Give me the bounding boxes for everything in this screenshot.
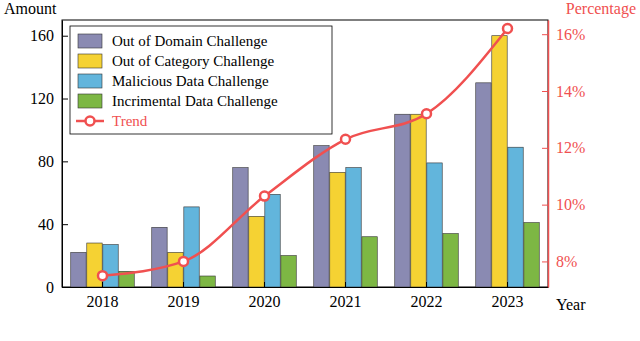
bar (233, 168, 248, 287)
tick: 2021 (330, 282, 362, 310)
bar (362, 237, 377, 287)
bar (330, 172, 345, 287)
tick: 2023 (492, 282, 524, 310)
bar (492, 36, 507, 287)
tick-label: 160 (30, 27, 54, 44)
bar (411, 114, 426, 287)
tick-mark (62, 99, 68, 100)
tick-mark (183, 282, 184, 287)
chart: 2018 2019 2020 2021 2022 2023 0 40 80 120 160 8% 10%… (0, 0, 640, 341)
trend-marker (179, 257, 188, 266)
bar (427, 163, 442, 287)
legend-box (70, 26, 332, 134)
tick-label: 40 (38, 216, 54, 233)
tick-label: 2020 (249, 293, 281, 310)
tick-label: 16% (556, 26, 585, 43)
tick-label: 14% (556, 83, 585, 100)
tick-mark (62, 287, 68, 288)
y2-axis-title: Percentage (566, 0, 636, 18)
trend-marker (260, 192, 269, 201)
bar (71, 252, 86, 287)
legend-label: Incrimental Data Challenge (112, 93, 278, 109)
bar (508, 147, 523, 287)
y-axis-title: Amount (4, 0, 57, 17)
axis-line (62, 21, 63, 288)
bar (524, 223, 539, 287)
tick-label: 10% (556, 196, 585, 213)
tick-label: 2023 (492, 293, 524, 310)
tick-mark (507, 282, 508, 287)
tick-mark (264, 282, 265, 287)
bar (184, 207, 199, 287)
tick: 2022 (411, 282, 443, 310)
tick-mark (102, 282, 103, 287)
tick: 2018 (87, 282, 119, 310)
legend-swatch (78, 34, 102, 48)
tick: 12% (542, 139, 585, 156)
bar (265, 194, 280, 287)
tick-mark (542, 205, 548, 206)
tick: 10% (542, 196, 585, 213)
x-axis-title: Year (556, 296, 586, 313)
bar (200, 276, 215, 287)
tick-label: 2022 (411, 293, 443, 310)
tick-label: 0 (46, 279, 54, 296)
tick-mark (62, 36, 68, 37)
bar (395, 114, 410, 287)
tick: 160 (30, 27, 68, 44)
legend-swatch (78, 94, 102, 108)
tick-mark (542, 34, 548, 35)
legend-label: Trend (112, 113, 148, 129)
trend-marker (98, 271, 107, 280)
tick-mark (62, 161, 68, 162)
tick-mark (542, 261, 548, 262)
bar (152, 227, 167, 287)
tick-mark (542, 91, 548, 92)
tick: 80 (38, 153, 68, 170)
tick: 14% (542, 83, 585, 100)
bar (281, 256, 296, 287)
tick-label: 2021 (330, 293, 362, 310)
tick-label: 2018 (87, 293, 119, 310)
tick: 8% (542, 253, 577, 270)
tick: 16% (542, 26, 585, 43)
marks (71, 24, 540, 287)
trend-marker (503, 24, 512, 33)
tick-label: 8% (556, 253, 577, 270)
legend-swatch (78, 74, 102, 88)
bar (346, 168, 361, 287)
tick-mark (426, 282, 427, 287)
bar (443, 234, 458, 287)
axis-line (548, 21, 550, 288)
tick: 40 (38, 216, 68, 233)
plot: 2018 2019 2020 2021 2022 2023 0 40 80 120 160 8% 10%… (30, 20, 585, 310)
tick-mark (542, 148, 548, 149)
tick-mark (345, 282, 346, 287)
plot-frame (62, 20, 548, 287)
legend-marker (86, 117, 95, 126)
tick: 0 (46, 279, 68, 296)
tick-label: 120 (30, 90, 54, 107)
tick-label: 2019 (168, 293, 200, 310)
legend-swatch (78, 54, 102, 68)
trend-marker (422, 109, 431, 118)
tick-label: 80 (38, 153, 54, 170)
legend: Out of Domain Challenge Out of Category C… (70, 26, 332, 134)
bar (314, 146, 329, 287)
tick-label: 12% (556, 139, 585, 156)
trend-marker (341, 135, 350, 144)
y2-axis: 8% 10% 12% 14% 16% (542, 21, 585, 288)
x-axis: 2018 2019 2020 2021 2022 2023 (63, 282, 549, 310)
legend-label: Out of Category Challenge (112, 53, 274, 69)
bar (476, 83, 491, 287)
tick: 2020 (249, 282, 281, 310)
tick-mark (62, 224, 68, 225)
tick: 2019 (168, 282, 200, 310)
legend-label: Out of Domain Challenge (112, 33, 268, 49)
y-axis: 0 40 80 120 160 (30, 21, 68, 296)
legend-label: Malicious Data Challenge (112, 73, 269, 89)
axis-line (63, 287, 549, 288)
bar (249, 216, 264, 287)
tick: 120 (30, 90, 68, 107)
